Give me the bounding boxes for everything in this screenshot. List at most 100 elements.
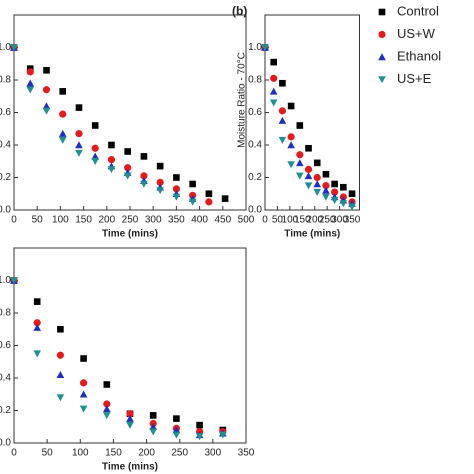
- point: [278, 136, 287, 144]
- point: [156, 162, 164, 170]
- point: [339, 200, 348, 208]
- point: [173, 415, 180, 422]
- point: [196, 421, 203, 429]
- point: [33, 319, 41, 327]
- y-tick-label: 0.0: [0, 205, 11, 216]
- point: [340, 183, 347, 191]
- x-tick-label: 150: [75, 215, 92, 226]
- point: [91, 152, 99, 160]
- point: [33, 298, 41, 305]
- point: [42, 102, 51, 110]
- y-tick-label: 0.6: [0, 107, 11, 118]
- point: [287, 141, 295, 149]
- point: [123, 172, 132, 180]
- legend-marker: [378, 53, 386, 61]
- x-tick-label: 300: [331, 215, 348, 226]
- point: [172, 193, 181, 201]
- point: [296, 151, 304, 159]
- point: [42, 107, 51, 115]
- point: [149, 422, 157, 431]
- point: [173, 174, 180, 181]
- point: [103, 381, 111, 388]
- x-tick-label: 150: [294, 215, 311, 226]
- point: [296, 159, 304, 167]
- point: [58, 129, 67, 137]
- point: [322, 193, 330, 201]
- point: [304, 165, 313, 173]
- point: [79, 390, 88, 398]
- point: [59, 88, 67, 95]
- y-tick-label: 0.8: [0, 308, 11, 319]
- point: [56, 394, 65, 402]
- x-tick-label: 50: [32, 215, 44, 226]
- panel-label: (b): [232, 4, 247, 18]
- point: [304, 182, 313, 190]
- point: [33, 350, 41, 358]
- x-axis-label: Time (mins): [102, 229, 158, 240]
- point: [103, 405, 111, 413]
- point: [278, 116, 287, 124]
- legend-marker: [378, 76, 386, 84]
- x-tick-label: 100: [72, 448, 89, 459]
- point: [269, 87, 278, 95]
- x-tick-label: 100: [282, 215, 299, 226]
- point: [75, 104, 83, 111]
- legend-label: Ethanol: [397, 48, 441, 63]
- point: [75, 141, 83, 149]
- point: [140, 153, 148, 160]
- point: [313, 180, 322, 188]
- point: [80, 379, 88, 387]
- point: [205, 198, 213, 206]
- point: [296, 172, 304, 180]
- point: [10, 44, 18, 52]
- x-tick-label: 450: [214, 215, 231, 226]
- point: [219, 431, 227, 439]
- point: [10, 277, 18, 285]
- point: [149, 412, 157, 419]
- point: [172, 185, 180, 193]
- point: [189, 180, 196, 188]
- point: [305, 144, 312, 152]
- point: [172, 426, 181, 434]
- x-tick-label: 500: [238, 215, 255, 226]
- legend-marker: [378, 8, 386, 16]
- x-tick-label: 350: [168, 215, 185, 226]
- point: [287, 133, 295, 141]
- point: [278, 107, 287, 115]
- y-tick-label: 0.8: [248, 75, 262, 86]
- point: [43, 66, 50, 74]
- point: [107, 166, 116, 174]
- point: [124, 148, 131, 155]
- x-axis-label: Time (mins): [284, 229, 340, 240]
- point: [269, 99, 278, 107]
- point: [126, 421, 134, 429]
- point: [313, 159, 321, 167]
- point: [156, 178, 164, 186]
- point: [270, 58, 278, 66]
- point: [126, 414, 134, 422]
- point: [287, 161, 295, 169]
- point: [296, 122, 304, 129]
- plot-frame: [13, 14, 247, 211]
- point: [79, 405, 88, 413]
- point: [91, 144, 99, 152]
- point: [26, 79, 35, 87]
- point: [330, 196, 339, 205]
- x-tick-label: 200: [306, 215, 323, 226]
- y-tick-label: 1.0: [0, 275, 11, 286]
- point: [91, 157, 99, 166]
- x-tick-label: 200: [98, 215, 115, 226]
- point: [103, 400, 111, 408]
- point: [348, 190, 356, 198]
- point: [205, 190, 213, 198]
- x-tick-label: 150: [105, 448, 122, 459]
- point: [195, 433, 204, 441]
- point: [331, 180, 338, 188]
- x-axis-label: Time (mins): [102, 462, 158, 473]
- point: [304, 172, 313, 180]
- point: [56, 351, 64, 359]
- x-tick-label: 0: [11, 215, 17, 226]
- y-tick-label: 0.4: [0, 140, 11, 151]
- legend-label: US+W: [397, 26, 436, 41]
